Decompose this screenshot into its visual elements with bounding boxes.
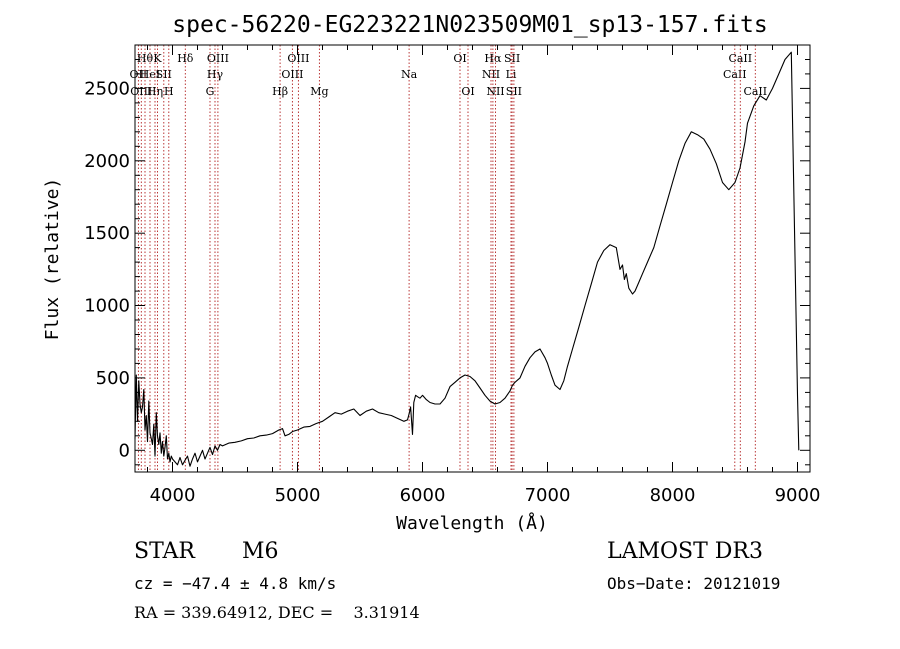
x-tick-label: 6000 (400, 485, 446, 506)
object-subclass: M6 (242, 539, 279, 564)
emission-line-label: Hθ (137, 52, 154, 65)
ra-dec-coordinates: RA = 339.64912, DEC = 3.31914 (134, 603, 420, 622)
emission-line-label: Hβ (272, 85, 288, 98)
y-tick-label: 2000 (84, 151, 130, 172)
y-axis-label: Flux (relative) (42, 178, 63, 341)
emission-line-label: SII (504, 52, 520, 65)
emission-line-label: Li (506, 68, 517, 81)
spectrum-series (134, 51, 800, 467)
emission-line-label: OII (130, 68, 148, 81)
observation-date: Obs−Date: 20121019 (607, 574, 781, 593)
chart-title: spec-56220-EG223221N023509M01_sp13-157.f… (172, 12, 767, 38)
emission-line-label: K (153, 52, 162, 65)
object-class: STAR (134, 539, 195, 564)
y-tick-label: 0 (119, 440, 130, 461)
emission-line-label: CaII (723, 68, 747, 81)
emission-line-label: NII (482, 68, 500, 81)
emission-line-label: Hα (484, 52, 502, 65)
x-tick-label: 9000 (775, 485, 821, 506)
axes: 4000 5000 6000 7000 8000 9000 0 500 1000 1500 2000… (84, 45, 820, 506)
emission-line-label: G (206, 85, 215, 98)
emission-line-label: OIII (207, 52, 229, 65)
emission-line-label: OIII (287, 52, 309, 65)
emission-line-label: OIII (281, 68, 303, 81)
x-tick-label: 5000 (275, 485, 321, 506)
emission-line-label: Hδ (177, 52, 194, 65)
y-tick-label: 1500 (84, 223, 130, 244)
emission-line-label: CaII (743, 85, 767, 98)
x-axis-label: Wavelength (Å) (396, 512, 548, 534)
emission-line-label: OI (461, 85, 474, 98)
emission-line-label: H (164, 85, 174, 98)
emission-line-label: NII (486, 85, 504, 98)
emission-line-label: SII (506, 85, 522, 98)
y-tick-label: 2500 (84, 78, 130, 99)
survey-name: LAMOST DR3 (607, 539, 763, 564)
spectrum-line (134, 51, 800, 467)
emission-line-label: Na (401, 68, 418, 81)
y-tick-label: 500 (96, 368, 130, 389)
x-tick-label: 4000 (150, 485, 196, 506)
emission-line-label: CaII (728, 52, 752, 65)
x-tick-label: 7000 (525, 485, 571, 506)
emission-line-markers: OIIOIIIHθHeIHηKSIIHHδGHγOIIIHβOIIIOIIIMg… (130, 45, 767, 472)
plot-frame (134, 44, 811, 473)
emission-line-label: Mg (310, 85, 328, 98)
emission-line-label: Hγ (207, 68, 224, 81)
emission-line-label: SII (156, 68, 172, 81)
y-tick-label: 1000 (84, 296, 130, 317)
redshift-velocity: cz = −47.4 ± 4.8 km/s (134, 574, 337, 593)
emission-line-label: Hη (147, 85, 163, 98)
x-tick-label: 8000 (650, 485, 696, 506)
emission-line-label: OI (453, 52, 466, 65)
